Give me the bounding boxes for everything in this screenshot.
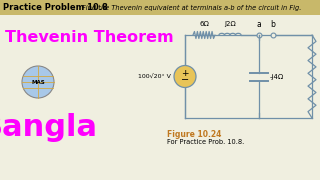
Text: Bangla: Bangla	[0, 114, 97, 143]
Text: -j4Ω: -j4Ω	[270, 73, 284, 80]
Circle shape	[22, 66, 54, 98]
Bar	[0, 0, 320, 15]
Text: j2Ω: j2Ω	[224, 21, 236, 27]
Text: 10Ω: 10Ω	[319, 73, 320, 80]
Text: Thevenin Theorem: Thevenin Theorem	[5, 30, 174, 46]
Text: +: +	[181, 69, 189, 78]
Text: For Practice Prob. 10.8.: For Practice Prob. 10.8.	[167, 139, 244, 145]
Text: Find the Thevenin equivalent at terminals a-b of the circuit in Fig.: Find the Thevenin equivalent at terminal…	[82, 4, 301, 11]
Text: a: a	[257, 20, 261, 29]
Text: Practice Problem 10.8: Practice Problem 10.8	[3, 3, 108, 12]
Text: 100√20° V: 100√20° V	[138, 74, 171, 79]
Circle shape	[174, 66, 196, 87]
Text: −: −	[181, 75, 189, 86]
Text: MAS: MAS	[31, 80, 45, 84]
Text: Figure 10.24: Figure 10.24	[167, 130, 221, 139]
Text: b: b	[271, 20, 276, 29]
Text: 6Ω: 6Ω	[199, 21, 209, 27]
